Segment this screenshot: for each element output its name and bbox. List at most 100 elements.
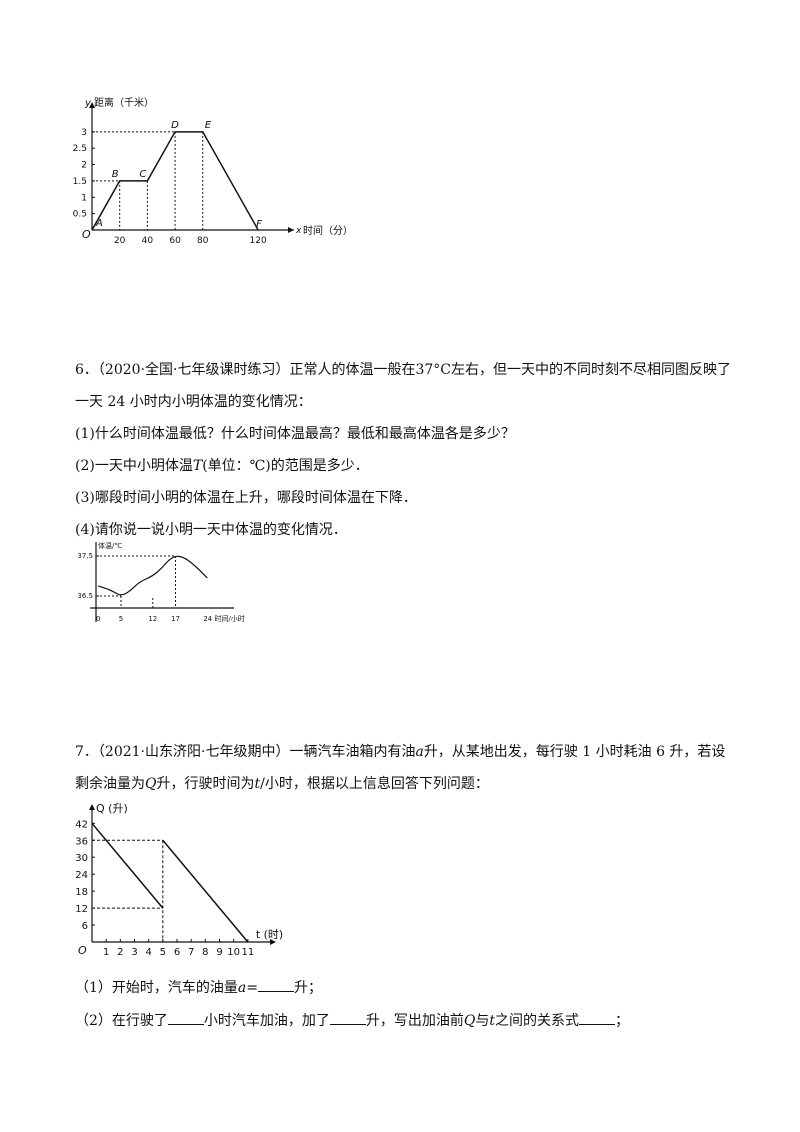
question-6-stem-line2: 一天 24 小时内小明体温的变化情况： (75, 394, 312, 410)
sub-text: 小时汽车加油，加了 (203, 1013, 330, 1029)
variable-q: Q (463, 1013, 476, 1029)
stem-text: 升，行驶时间为 (156, 776, 255, 792)
point-label: D (171, 120, 179, 131)
fuel-line-segment (162, 839, 249, 943)
sub-text: （2）在行驶了 (75, 1013, 168, 1029)
x-tick-label: 20 (114, 236, 126, 246)
temperature-curve (98, 555, 208, 596)
sub-text: ； (615, 1013, 630, 1029)
question-6-part-4: (4)请你说一说小明一天中体温的变化情况． (75, 522, 347, 538)
x-tick-label: 1 (103, 947, 109, 958)
stem-text: 剩余油量为 (75, 776, 145, 792)
equals-sign: = (246, 980, 259, 996)
variable-t: t (254, 776, 261, 792)
y-tick-label: 24 (75, 870, 88, 881)
question-number: 7． (75, 744, 98, 760)
answer-blank[interactable] (579, 1010, 616, 1025)
x-tick-label: 0 (96, 615, 100, 623)
x-tick-label: 40 (142, 236, 154, 246)
point-label: A (95, 218, 103, 229)
sub-text: 升； (294, 980, 323, 996)
distance-line (91, 131, 259, 231)
x-tick-label: 80 (197, 236, 209, 246)
variable-t: T (192, 458, 203, 474)
question-stem: 正常人的体温一般在37°C左右，但一天中的不同时刻不尽相同图反映了 (289, 362, 731, 378)
x-tick-label: 6 (174, 947, 180, 958)
y-tick-label: 37.5 (77, 552, 93, 560)
y-axis-arrow (89, 102, 95, 108)
stem-text: /小时，根据以上信息回答下列问题： (260, 776, 489, 792)
question-6-stem-line1: 6．（2020·全国·七年级课时练习）正常人的体温一般在37°C左右，但一天中的… (75, 360, 731, 380)
point-label: C (139, 169, 146, 180)
variable-a: a (415, 744, 424, 760)
stem-text: 升，从某地出发，每行驶 1 小时耗油 6 升，若设 (423, 744, 726, 760)
fuel-line-segment (91, 822, 164, 909)
stem-text: 一辆汽车油箱内有油 (289, 744, 416, 760)
temperature-chart-svg: 体温/℃ 24 时间/小时 36.5 37.5 0 5 12 17 (77, 541, 244, 623)
x-axis-label: t (时) (256, 928, 283, 941)
x-tick-label: 7 (188, 947, 194, 958)
x-tick-label: 4 (145, 947, 151, 958)
question-source: （2020·全国·七年级课时练习） (97, 362, 290, 378)
question-source: （2021·山东济阳·七年级期中） (97, 744, 290, 760)
y-tick-label: 42 (75, 819, 88, 830)
y-tick-label: 30 (75, 853, 88, 864)
y-tick-label: 2.5 (73, 144, 87, 154)
x-tick-label: 17 (171, 615, 180, 623)
answer-blank[interactable] (258, 977, 295, 992)
y-tick-label: 1.5 (73, 177, 87, 187)
part-text: (2)一天中小明体温 (75, 458, 193, 474)
y-axis-label: 距离（千米） (94, 96, 154, 109)
x-axis-label: 24 时间/小时 (203, 614, 245, 623)
x-axis-label: 时间（分） (303, 224, 353, 237)
y-tick-label: 36 (75, 836, 88, 847)
variable-q: Q (145, 776, 157, 792)
temperature-chart: 体温/℃ 24 时间/小时 36.5 37.5 0 5 12 17 (70, 540, 244, 640)
answer-blank[interactable] (167, 1010, 204, 1025)
x-tick-label: 9 (216, 947, 222, 958)
x-tick-label: 3 (131, 947, 137, 958)
x-tick-label: 2 (117, 947, 123, 958)
x-tick-label: 11 (241, 947, 254, 958)
x-tick-label: 120 (250, 236, 267, 246)
y-axis-label: Q (升) (96, 802, 128, 815)
x-tick-label: 10 (227, 947, 240, 958)
y-tick-label: 12 (75, 904, 88, 915)
question-7-sub-1: （1）开始时，汽车的油量a= 升； (75, 977, 322, 998)
y-tick-label: 1 (81, 193, 87, 203)
sub-text: （1）开始时，汽车的油量 (75, 980, 238, 996)
x-tick-label: 5 (119, 615, 123, 623)
point-label: F (256, 219, 262, 230)
sub-text: 升，写出加油前 (365, 1013, 464, 1029)
y-axis-label: 体温/℃ (98, 541, 122, 550)
distance-time-chart-svg: 0.5 1 1.5 2 2.5 3 20 40 60 80 120 A B C D E F Oy 距离（千米） x 时间… (73, 96, 353, 246)
y-tick-label: 3 (81, 128, 87, 138)
variable-a: a (237, 980, 247, 996)
y-tick-label: 18 (75, 887, 88, 898)
origin-label: O (78, 944, 87, 957)
y-tick-label: 6 (82, 921, 88, 932)
x-tick-label: 5 (160, 947, 166, 958)
x-axis-letter: x (295, 226, 302, 236)
fuel-chart: 6 12 18 24 30 36 42 1 2 3 4 5 6 7 8 9 10 11 O Q (升) t (时) (70, 798, 310, 958)
question-7-stem-line1: 7．（2021·山东济阳·七年级期中）一辆汽车油箱内有油a升，从某地出发，每行驶… (75, 742, 725, 762)
question-6-part-3: (3)哪段时间小明的体温在上升，哪段时间体温在下降． (75, 490, 417, 506)
sub-text: 与 (475, 1013, 490, 1029)
sub-text: 之间的关系式 (495, 1013, 580, 1029)
point-label: E (205, 120, 212, 131)
x-axis-arrow (288, 227, 294, 233)
y-axis-letter: y (84, 98, 92, 109)
x-axis-arrow (270, 939, 276, 945)
y-axis-arrow (89, 804, 95, 810)
question-number: 6． (75, 362, 98, 378)
y-tick-label: 36.5 (77, 592, 93, 600)
question-7-sub-2: （2）在行驶了 小时汽车加油，加了 升，写出加油前Q与t之间的关系式 ； (75, 1010, 629, 1031)
point-label: B (112, 169, 119, 180)
origin-label: O (82, 228, 91, 241)
y-tick-label: 2 (81, 161, 87, 171)
question-6-part-1: (1)什么时间体温最低？什么时间体温最高？最低和最高体温各是多少？ (75, 426, 515, 442)
x-tick-label: 12 (148, 615, 157, 623)
answer-blank[interactable] (329, 1010, 366, 1025)
